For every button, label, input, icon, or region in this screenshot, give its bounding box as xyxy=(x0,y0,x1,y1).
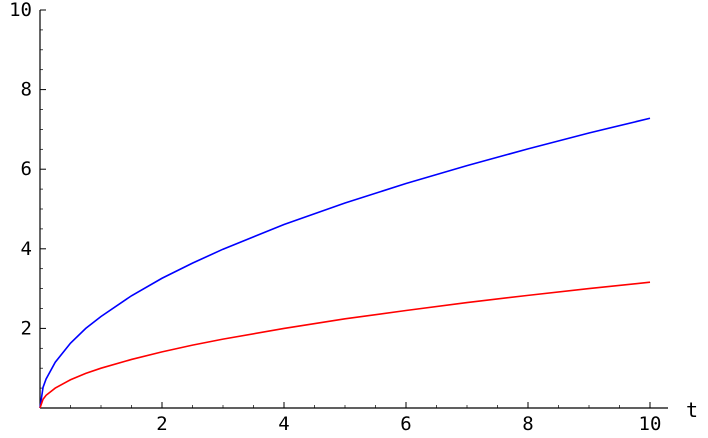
x-tick-label: 10 xyxy=(639,413,662,435)
major-ticks xyxy=(40,9,651,408)
y-tick-labels: 2 4 6 8 10 xyxy=(9,0,32,339)
y-tick-label: 8 xyxy=(21,79,32,101)
x-tick-label: 6 xyxy=(400,413,411,435)
series-group xyxy=(39,117,651,409)
minor-ticks xyxy=(40,29,620,408)
x-tick-labels: 2 4 6 8 10 xyxy=(156,413,661,435)
y-tick-label: 6 xyxy=(21,158,32,180)
series-line-1 xyxy=(39,117,651,409)
x-axis-label: t xyxy=(686,398,698,422)
y-tick-label: 2 xyxy=(21,317,32,339)
y-tick-label: 4 xyxy=(21,238,32,260)
x-tick-label: 4 xyxy=(278,413,289,435)
x-tick-label: 2 xyxy=(156,413,167,435)
y-tick-label: 10 xyxy=(9,0,32,21)
x-tick-label: 8 xyxy=(522,413,533,435)
series-line-2 xyxy=(39,281,651,409)
